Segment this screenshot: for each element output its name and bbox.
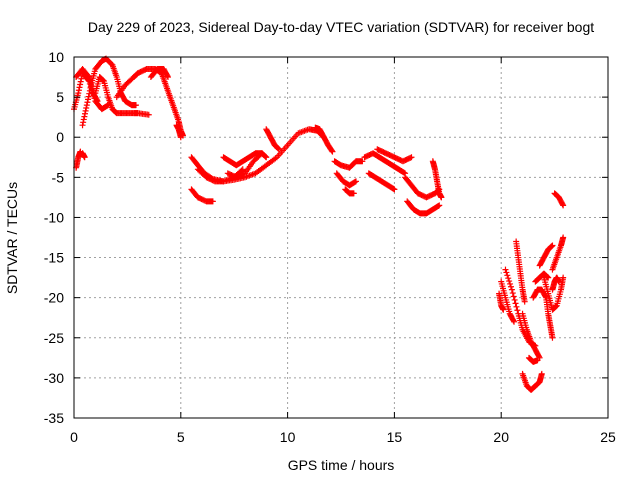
data-point	[511, 296, 518, 303]
data-point	[500, 306, 507, 313]
data-point	[263, 154, 270, 161]
data-point	[93, 96, 100, 103]
data-point	[77, 81, 84, 88]
data-point	[549, 242, 556, 249]
data-point	[505, 275, 512, 282]
data-point	[436, 202, 443, 209]
data-point	[76, 84, 83, 91]
data-point	[85, 93, 92, 100]
data-point	[549, 334, 556, 341]
data-point	[86, 87, 93, 94]
data-point	[359, 158, 366, 165]
data-point	[94, 98, 101, 105]
data-point	[75, 87, 82, 94]
x-tick-label: 25	[600, 429, 616, 445]
x-tick-label: 20	[493, 429, 509, 445]
data-point	[75, 90, 82, 97]
data-point	[508, 286, 515, 293]
data-point	[559, 201, 566, 208]
data-point	[502, 266, 509, 273]
data-point	[79, 122, 86, 129]
data-point	[78, 75, 85, 82]
data-point	[538, 370, 545, 377]
x-tick-label: 5	[177, 429, 185, 445]
data-point	[84, 99, 91, 106]
plot-frame	[73, 56, 609, 419]
data-point	[77, 78, 84, 85]
data-point	[87, 84, 94, 91]
data-point	[560, 274, 567, 281]
axis-ticks	[73, 56, 609, 419]
y-tick-label: -35	[44, 410, 64, 426]
data-point	[534, 357, 541, 364]
data-point	[507, 283, 514, 290]
data-point	[514, 307, 521, 314]
data-point	[85, 72, 92, 79]
data-point	[209, 198, 216, 205]
data-point	[276, 146, 283, 153]
y-tick-label: -15	[44, 250, 64, 266]
data-point	[512, 300, 519, 307]
data-point	[328, 147, 335, 154]
data-point	[132, 102, 139, 109]
data-point	[506, 278, 513, 285]
data-point	[555, 278, 562, 285]
data-point	[83, 102, 90, 109]
y-tick-label: -30	[44, 370, 64, 386]
data-points	[71, 55, 567, 393]
x-tick-label: 0	[70, 429, 78, 445]
data-point	[83, 104, 90, 111]
x-tick-label: 10	[280, 429, 296, 445]
data-point	[86, 90, 93, 97]
data-point	[504, 272, 511, 279]
data-point	[510, 293, 517, 300]
y-tick-label: -20	[44, 290, 64, 306]
grid-lines	[74, 57, 608, 418]
data-point	[560, 234, 567, 241]
data-point	[257, 151, 264, 158]
x-tick-label: 15	[387, 429, 403, 445]
data-point	[164, 72, 171, 79]
data-point	[350, 190, 357, 197]
y-tick-label: -10	[44, 209, 64, 225]
data-point	[258, 150, 265, 157]
y-tick-label: -5	[52, 169, 65, 185]
data-point	[80, 116, 87, 123]
data-point	[352, 178, 359, 185]
data-point	[510, 317, 517, 324]
data-point	[408, 154, 415, 161]
x-axis-label: GPS time / hours	[288, 457, 395, 473]
data-point	[81, 110, 88, 117]
data-point	[503, 269, 510, 276]
data-point	[82, 107, 89, 114]
y-tick-label: -25	[44, 330, 64, 346]
y-tick-label: 5	[56, 89, 64, 105]
y-axis-label: SDTVAR / TECUs	[4, 182, 20, 294]
data-point	[81, 154, 88, 161]
data-point	[509, 290, 516, 297]
data-point	[507, 280, 514, 287]
data-point	[164, 74, 171, 81]
data-point	[560, 202, 567, 209]
data-point	[81, 113, 88, 120]
x-tick-labels: 0 5 10 15 20 25	[70, 429, 616, 445]
y-tick-labels: 10 5 0 -5 -10 -15 -20 -25 -30 -35	[44, 49, 64, 426]
data-point	[438, 194, 445, 201]
data-point	[80, 119, 87, 126]
y-tick-label: 0	[56, 129, 64, 145]
data-point	[177, 134, 184, 141]
data-point	[391, 186, 398, 193]
data-point	[511, 318, 518, 325]
data-point	[85, 96, 92, 103]
data-point	[329, 148, 336, 155]
y-tick-label: 10	[48, 49, 64, 65]
data-point	[513, 303, 520, 310]
data-point	[536, 353, 543, 360]
data-point	[145, 111, 152, 118]
chart-title: Day 229 of 2023, Sidereal Day-to-day VTE…	[88, 19, 594, 35]
data-point	[521, 298, 528, 305]
